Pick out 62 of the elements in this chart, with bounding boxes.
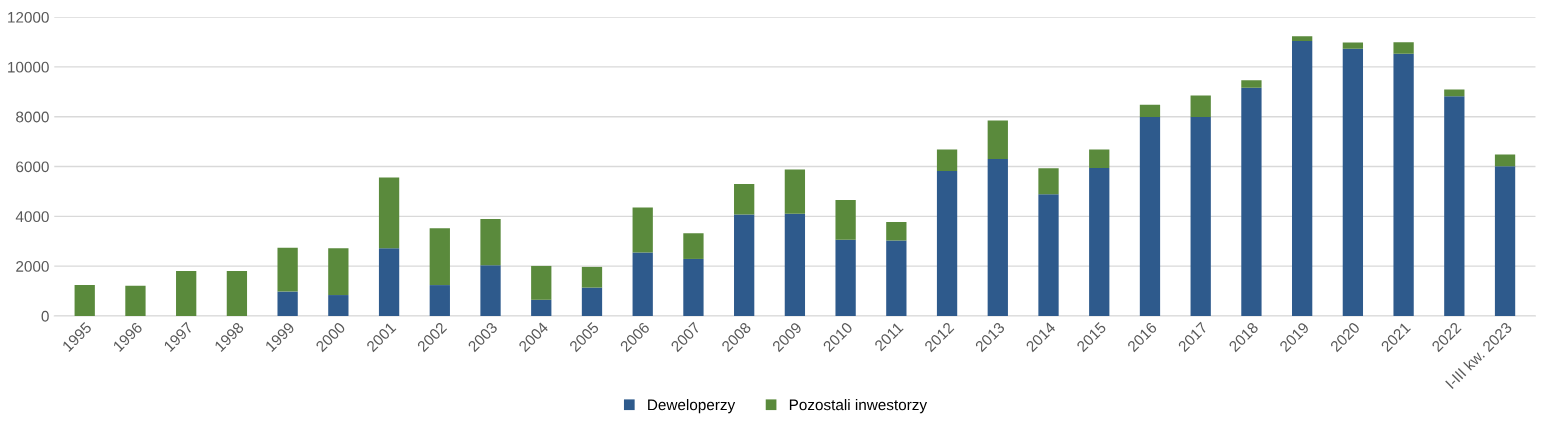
y-tick-label: 4000 — [15, 211, 49, 223]
bar — [1139, 104, 1161, 117]
bar — [987, 120, 1008, 160]
bar — [936, 149, 958, 172]
bar — [277, 291, 298, 316]
bar — [734, 214, 755, 316]
y-tick-label: 0 — [41, 310, 49, 322]
bar — [1342, 42, 1364, 49]
bar — [328, 248, 349, 296]
bar — [277, 247, 298, 292]
bar — [632, 252, 653, 316]
bar — [429, 228, 450, 286]
bar — [886, 240, 907, 316]
legend-label: Deweloperzy — [648, 399, 736, 414]
bar — [1241, 80, 1262, 88]
bar — [378, 177, 400, 249]
bar — [480, 265, 501, 316]
bar — [936, 171, 958, 316]
bar — [683, 258, 704, 316]
bar — [1494, 166, 1516, 316]
bar — [734, 183, 755, 215]
bar — [125, 285, 146, 316]
bar — [987, 159, 1008, 316]
bar — [1089, 168, 1110, 316]
bar — [835, 239, 856, 316]
bar — [1190, 95, 1211, 117]
bar — [531, 265, 552, 300]
y-tick-label: 12000 — [8, 11, 49, 23]
bar — [683, 233, 704, 259]
bar — [1038, 168, 1059, 195]
bar — [176, 270, 197, 316]
bar — [1292, 36, 1313, 41]
bar — [378, 248, 400, 316]
bar — [581, 266, 603, 288]
bar — [328, 295, 349, 316]
bar — [1038, 194, 1059, 316]
y-tick-label: 8000 — [16, 111, 49, 123]
bar — [581, 287, 603, 316]
bar — [632, 207, 653, 253]
bar — [1190, 116, 1211, 316]
bar — [226, 270, 248, 316]
y-tick-label: 6000 — [16, 161, 49, 173]
bar — [1292, 40, 1313, 316]
bar — [1241, 87, 1262, 316]
bar — [531, 299, 552, 316]
bar — [835, 199, 856, 240]
y-tick-label: 10000 — [8, 61, 49, 73]
bar — [1342, 48, 1364, 316]
bar — [429, 285, 450, 316]
bar — [1139, 116, 1161, 316]
bar — [1393, 53, 1414, 316]
bar — [1444, 96, 1465, 316]
bar — [784, 169, 806, 214]
bar — [480, 219, 501, 266]
bar — [886, 222, 907, 241]
legend-label: Pozostali inwestorzy — [789, 399, 928, 414]
bar — [1393, 42, 1414, 54]
bar — [784, 213, 806, 316]
y-tick-label: 2000 — [16, 261, 49, 272]
bar — [74, 285, 95, 316]
bar — [1089, 149, 1110, 169]
bar — [1494, 154, 1516, 167]
